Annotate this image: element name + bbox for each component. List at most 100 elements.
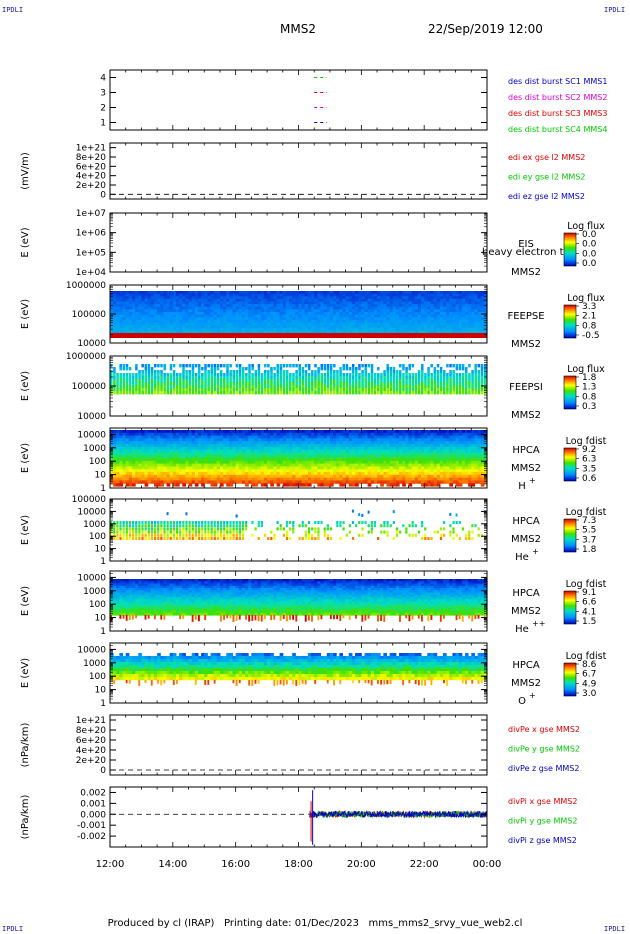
spectrogram-cell [439,317,444,321]
spectrogram-cell [483,373,487,377]
spectrogram-cell [141,306,146,310]
spectrogram-cell [276,379,280,383]
spectrogram-cell [439,382,443,386]
spectrogram-cell [185,460,190,465]
spectrogram-cell [175,322,180,326]
spectrogram-cell [389,298,394,303]
spectrogram-cell [474,293,479,297]
spectrogram-cell [197,367,201,371]
spectrogram-cell [153,312,158,316]
spectrogram-cell [201,330,205,334]
spectrogram-cell [421,330,425,334]
spectrogram-cell [377,291,381,295]
spectrogram-cell [172,317,177,321]
spectrogram-cell [185,463,190,467]
spectrogram-cell [468,382,471,386]
spectrogram-cell [175,388,179,392]
corner-tag-top-left: IPDLI [2,6,24,14]
spectrogram-cell [116,458,121,462]
spectrogram-cell [197,455,202,459]
spectrogram-cell [125,385,129,389]
spectrogram-cell [289,388,292,392]
spectrogram-cell [270,314,274,318]
spectrogram-cell [138,309,143,313]
spectrogram-cell [342,391,345,395]
spectrogram-cell [351,301,356,305]
spectrogram-cell [238,435,243,439]
spectrogram-cell [166,382,170,386]
spectrogram-cell [373,317,378,321]
spectrogram-cell [194,312,199,316]
spectrogram-cell [279,298,284,303]
spectrogram-cell [185,296,190,300]
spectrogram-cell [430,322,435,326]
spectrogram-cell [355,330,359,334]
spectrogram-cell [304,460,309,465]
spectrogram-cell [320,463,325,467]
spectrogram-cell [282,322,287,326]
spectrogram-cell [336,298,340,303]
spectrogram-cell [160,319,165,324]
spectrogram-cell [458,319,463,324]
spectrogram-cell [427,330,432,334]
spectrogram-cell [323,301,328,305]
spectrogram-cell [323,483,328,487]
spectrogram-cell [245,314,249,318]
spectrogram-cell [179,430,183,434]
spectrogram-cell [342,327,347,331]
spectrogram-cell [235,452,240,456]
spectrogram-cell [320,293,325,297]
spectrogram-cell [169,291,174,295]
spectrogram-cell [163,319,168,324]
spectrogram-cell [257,432,262,437]
spectrogram-cell [329,483,334,487]
spectrogram-cell [267,296,271,300]
spectrogram-cell [160,469,165,473]
spectrogram-cell [424,388,427,392]
spectrogram-cell [128,472,133,476]
spectrogram-cell [207,304,212,308]
spectrogram-cell [235,472,240,476]
spectrogram-cell [153,364,157,368]
spectrogram-cell [194,455,199,459]
spectrogram-cell [474,306,479,310]
spectrogram-cell [436,391,440,395]
spectrogram-cell [295,382,298,386]
spectrogram-cell [270,472,274,476]
spectrogram-cell [326,458,331,462]
spectrogram-cell [307,296,312,300]
spectrogram-cell [163,388,166,392]
spectrogram-cell [201,446,205,451]
spectrogram-cell [273,432,278,437]
spectrogram-cell [276,441,281,445]
spectrogram-cell [311,388,314,392]
spectrogram-cell [175,296,180,300]
spectrogram-cell [116,306,121,310]
spectrogram-cell [194,293,199,297]
spectrogram-cell [323,460,328,465]
spectrogram-cell [153,304,158,308]
spectrogram-cell [345,430,350,434]
spectrogram-cell [135,306,139,310]
spectrogram-cell [361,306,366,310]
spectrogram-cell [392,317,397,321]
spectrogram-cell [245,444,249,448]
spectrogram-cell [361,379,364,383]
spectrogram-cell [185,373,188,377]
spectrogram-cell [323,446,328,451]
spectrogram-cell [116,444,121,448]
spectrogram-cell [191,452,196,456]
spectrogram-cell [320,367,324,371]
spectrogram-cell [395,327,400,331]
spectrogram-cell [414,309,419,313]
spectrogram-cell [273,391,276,395]
spectrogram-cell [345,330,350,334]
spectrogram-cell [207,432,212,437]
spectrogram-cell [471,312,476,316]
spectrogram-cell [267,438,271,442]
spectrogram-cell [235,432,240,437]
spectrogram-cell [468,388,471,392]
spectrogram-cell [329,385,333,389]
spectrogram-cell [122,477,127,481]
spectrogram-cell [364,391,367,395]
